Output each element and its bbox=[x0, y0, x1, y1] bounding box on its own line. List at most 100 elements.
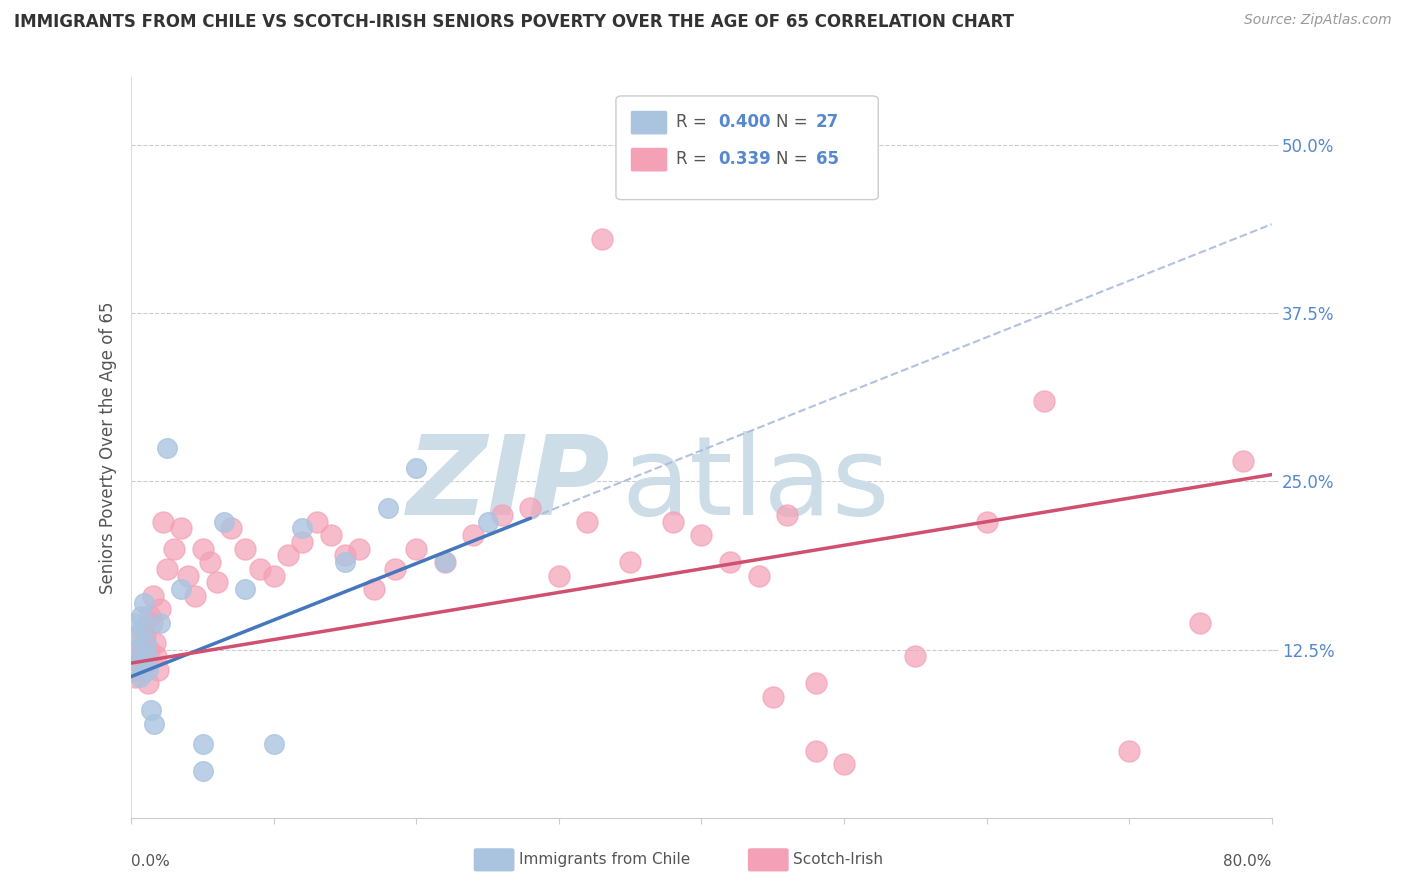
Point bbox=[139, 609, 162, 624]
Point bbox=[305, 515, 328, 529]
Text: Source: ZipAtlas.com: Source: ZipAtlas.com bbox=[1244, 13, 1392, 28]
Point bbox=[134, 636, 156, 650]
Point bbox=[127, 656, 149, 670]
Point bbox=[132, 623, 155, 637]
Point bbox=[184, 589, 207, 603]
Point bbox=[143, 636, 166, 650]
Point bbox=[170, 582, 193, 596]
Point bbox=[149, 615, 172, 630]
Point bbox=[433, 555, 456, 569]
FancyBboxPatch shape bbox=[616, 96, 879, 200]
Text: ZIP: ZIP bbox=[406, 431, 610, 538]
Point bbox=[762, 690, 785, 704]
Point bbox=[377, 501, 399, 516]
Point bbox=[790, 151, 813, 165]
Point bbox=[145, 649, 167, 664]
Point bbox=[125, 642, 148, 657]
Point bbox=[463, 528, 485, 542]
Point bbox=[1032, 393, 1054, 408]
Point bbox=[662, 515, 685, 529]
Point bbox=[405, 461, 427, 475]
Text: R =: R = bbox=[676, 113, 713, 131]
Point bbox=[349, 541, 371, 556]
Point bbox=[263, 568, 285, 582]
Text: 0.400: 0.400 bbox=[718, 113, 770, 131]
Point bbox=[233, 582, 256, 596]
Point bbox=[804, 676, 827, 690]
Point bbox=[1118, 743, 1140, 757]
Point bbox=[152, 515, 174, 529]
Point bbox=[433, 555, 456, 569]
Point bbox=[219, 521, 242, 535]
Point bbox=[170, 521, 193, 535]
Point bbox=[127, 663, 149, 677]
Text: IMMIGRANTS FROM CHILE VS SCOTCH-IRISH SENIORS POVERTY OVER THE AGE OF 65 CORRELA: IMMIGRANTS FROM CHILE VS SCOTCH-IRISH SE… bbox=[14, 13, 1014, 31]
Point bbox=[125, 649, 148, 664]
Point bbox=[191, 737, 214, 751]
Point bbox=[177, 568, 200, 582]
Point bbox=[804, 743, 827, 757]
FancyBboxPatch shape bbox=[631, 111, 668, 135]
Text: Immigrants from Chile: Immigrants from Chile bbox=[519, 853, 690, 867]
Point bbox=[233, 541, 256, 556]
Point bbox=[1232, 454, 1254, 468]
Point bbox=[198, 555, 221, 569]
Point bbox=[263, 737, 285, 751]
Point bbox=[131, 642, 153, 657]
Point bbox=[1189, 615, 1212, 630]
Y-axis label: Seniors Poverty Over the Age of 65: Seniors Poverty Over the Age of 65 bbox=[100, 301, 117, 594]
Point bbox=[163, 541, 186, 556]
Point bbox=[191, 764, 214, 778]
Text: 80.0%: 80.0% bbox=[1223, 854, 1271, 869]
Point bbox=[904, 649, 927, 664]
Point bbox=[143, 716, 166, 731]
Text: 27: 27 bbox=[815, 113, 839, 131]
Point bbox=[146, 663, 169, 677]
Point bbox=[124, 669, 146, 683]
Point bbox=[128, 636, 150, 650]
FancyBboxPatch shape bbox=[631, 148, 668, 171]
Point bbox=[141, 703, 163, 717]
Text: 65: 65 bbox=[815, 150, 838, 168]
Point bbox=[136, 649, 159, 664]
Point bbox=[212, 515, 235, 529]
Point bbox=[138, 663, 160, 677]
Point bbox=[277, 549, 299, 563]
Point bbox=[333, 549, 356, 563]
Point bbox=[747, 568, 769, 582]
Text: 0.0%: 0.0% bbox=[131, 854, 170, 869]
Point bbox=[319, 528, 342, 542]
Point bbox=[142, 589, 165, 603]
Point bbox=[138, 642, 160, 657]
Point bbox=[384, 562, 406, 576]
Point bbox=[619, 555, 641, 569]
Point bbox=[156, 441, 179, 455]
Point bbox=[291, 521, 314, 535]
Point bbox=[131, 623, 153, 637]
Point bbox=[832, 757, 855, 772]
Point bbox=[718, 555, 741, 569]
Point bbox=[122, 615, 145, 630]
Text: N =: N = bbox=[776, 113, 813, 131]
Point bbox=[363, 582, 385, 596]
Point bbox=[291, 535, 314, 549]
Point bbox=[776, 508, 799, 522]
Text: atlas: atlas bbox=[621, 431, 890, 538]
Point bbox=[519, 501, 541, 516]
Point bbox=[976, 515, 998, 529]
Point bbox=[128, 669, 150, 683]
Point bbox=[141, 615, 163, 630]
Point bbox=[591, 232, 613, 246]
Point bbox=[191, 541, 214, 556]
Text: R =: R = bbox=[676, 150, 713, 168]
Point bbox=[548, 568, 571, 582]
Point bbox=[690, 528, 713, 542]
Point bbox=[129, 609, 152, 624]
Text: N =: N = bbox=[776, 150, 813, 168]
Point bbox=[129, 656, 152, 670]
Point bbox=[136, 676, 159, 690]
Point bbox=[576, 515, 599, 529]
Text: Scotch-Irish: Scotch-Irish bbox=[793, 853, 883, 867]
Point bbox=[135, 656, 157, 670]
Point bbox=[134, 629, 156, 643]
